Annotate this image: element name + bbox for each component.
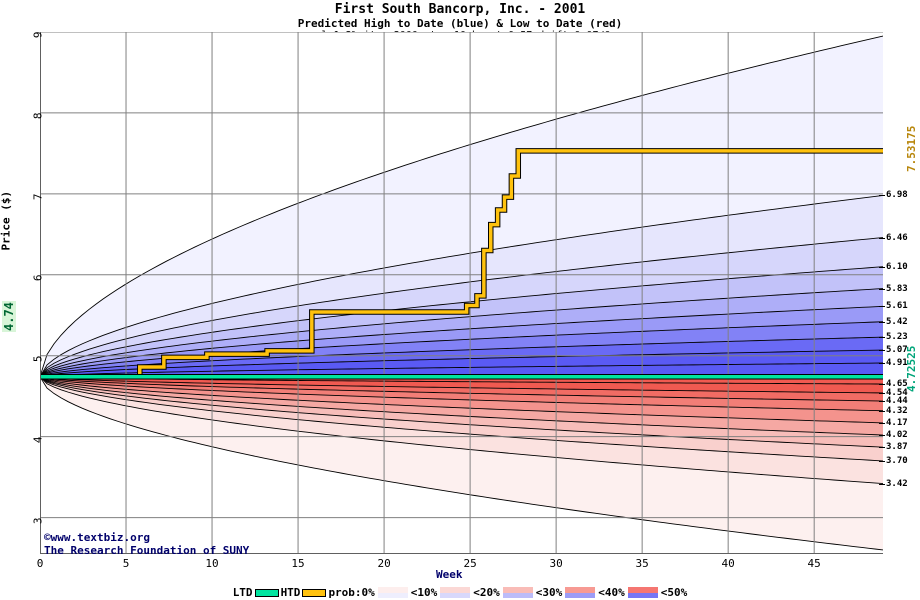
legend-label-10: <10% <box>410 586 438 599</box>
legend-label-40: <40% <box>598 586 625 599</box>
y-tick-5: 5 <box>31 355 45 362</box>
y-tick-7: 7 <box>31 193 45 200</box>
legend-label-50: <50% <box>660 586 688 599</box>
right-tick-mark <box>879 350 885 352</box>
legend-item-htd[interactable]: HTD <box>280 586 328 599</box>
y-tick-3: 3 <box>31 517 45 524</box>
x-tick-40: 40 <box>721 557 735 570</box>
right-label-4-32: 4.32 <box>886 405 908 416</box>
right-label-3-42: 3.42 <box>886 478 908 489</box>
y-tick-6: 6 <box>31 274 45 281</box>
htd-final-label: 7.53175 <box>905 125 918 172</box>
right-label-4-65: 4.65 <box>886 379 908 390</box>
legend-label-prob: prob:0% <box>328 586 375 599</box>
right-tick-mark <box>879 483 885 485</box>
x-tick-25: 25 <box>463 557 477 570</box>
right-label-4-02: 4.02 <box>886 430 908 441</box>
legend-swatch-htd <box>302 588 327 597</box>
chart-plot-area <box>40 32 883 554</box>
y-tick-4: 4 <box>31 436 45 443</box>
credit-line-1: ©www.textbiz.org <box>44 531 150 544</box>
right-label-5-83: 5.83 <box>886 283 908 294</box>
right-label-4-91: 4.91 <box>886 358 908 368</box>
credit-line-2: The Research Foundation of SUNY <box>44 544 250 557</box>
right-tick-mark <box>879 401 885 403</box>
right-tick-mark <box>879 363 885 364</box>
page-title: First South Bancorp, Inc. - 2001 <box>334 2 586 17</box>
right-tick-mark <box>879 384 885 386</box>
right-label-6-98: 6.98 <box>886 190 908 201</box>
right-label-5-42: 5.42 <box>886 316 908 327</box>
legend-item-prob: prob:0% <box>327 586 375 599</box>
legend-swatch-40 <box>564 586 597 599</box>
right-label-5-23: 5.23 <box>886 332 908 343</box>
right-tick-mark <box>879 447 885 449</box>
x-tick-20: 20 <box>377 557 391 570</box>
right-tick-mark <box>879 237 885 239</box>
right-tick-mark <box>879 266 885 268</box>
legend-probability-bands: <10% <20% <30% <40% <50% <box>376 586 689 599</box>
right-label-3-87: 3.87 <box>886 442 908 453</box>
y-tick-8: 8 <box>31 112 45 120</box>
legend-label-30: <30% <box>535 586 563 599</box>
legend-swatch-30 <box>501 586 534 599</box>
start-price-label: 4.74 <box>2 301 16 332</box>
x-tick-45: 45 <box>807 557 821 570</box>
legend-label-htd: HTD <box>280 586 301 599</box>
right-label-4-44: 4.44 <box>886 396 908 407</box>
y-axis-label: Price ($) <box>0 190 13 251</box>
right-label-4-17: 4.17 <box>886 417 908 428</box>
legend-item-ltd[interactable]: LTD <box>232 586 280 599</box>
right-tick-mark <box>879 460 885 462</box>
x-tick-10: 10 <box>205 557 219 570</box>
right-tick-mark <box>879 321 885 323</box>
legend-swatch-20 <box>439 586 472 599</box>
x-tick-15: 15 <box>291 557 305 570</box>
right-tick-mark <box>879 422 885 424</box>
right-tick-mark <box>879 410 885 412</box>
legend-swatch-50 <box>626 586 659 599</box>
chart-legend: LTD HTD prob:0% <10% <20% <30% <40% <50% <box>0 586 920 599</box>
right-tick-mark <box>879 337 885 339</box>
y-tick-9: 9 <box>31 31 45 39</box>
right-label-6-1: 6.10 <box>886 261 908 272</box>
right-tick-mark <box>879 288 885 290</box>
right-tick-mark <box>879 306 885 308</box>
x-tick-30: 30 <box>549 557 563 570</box>
right-label-4-54: 4.54 <box>886 387 908 398</box>
legend-label-20: <20% <box>473 586 500 599</box>
x-tick-0: 0 <box>36 557 44 570</box>
right-label-6-46: 6.46 <box>886 232 908 243</box>
legend-label-ltd: LTD <box>232 586 253 599</box>
ltd-final-label: 4.72525 <box>905 345 918 392</box>
x-tick-35: 35 <box>635 557 649 570</box>
right-label-5-61: 5.61 <box>886 301 908 312</box>
chart-subtitle: Predicted High to Date (blue) & Low to D… <box>297 17 623 30</box>
right-label-3-7: 3.70 <box>886 455 908 466</box>
x-tick-5: 5 <box>122 557 130 570</box>
x-axis-label: Week <box>436 568 463 581</box>
right-tick-mark <box>879 435 885 437</box>
right-tick-mark <box>879 195 885 197</box>
legend-swatch-ltd <box>254 588 279 597</box>
legend-swatch-10 <box>376 586 409 599</box>
right-tick-mark <box>879 392 885 394</box>
right-label-5-07: 5.07 <box>886 345 908 356</box>
